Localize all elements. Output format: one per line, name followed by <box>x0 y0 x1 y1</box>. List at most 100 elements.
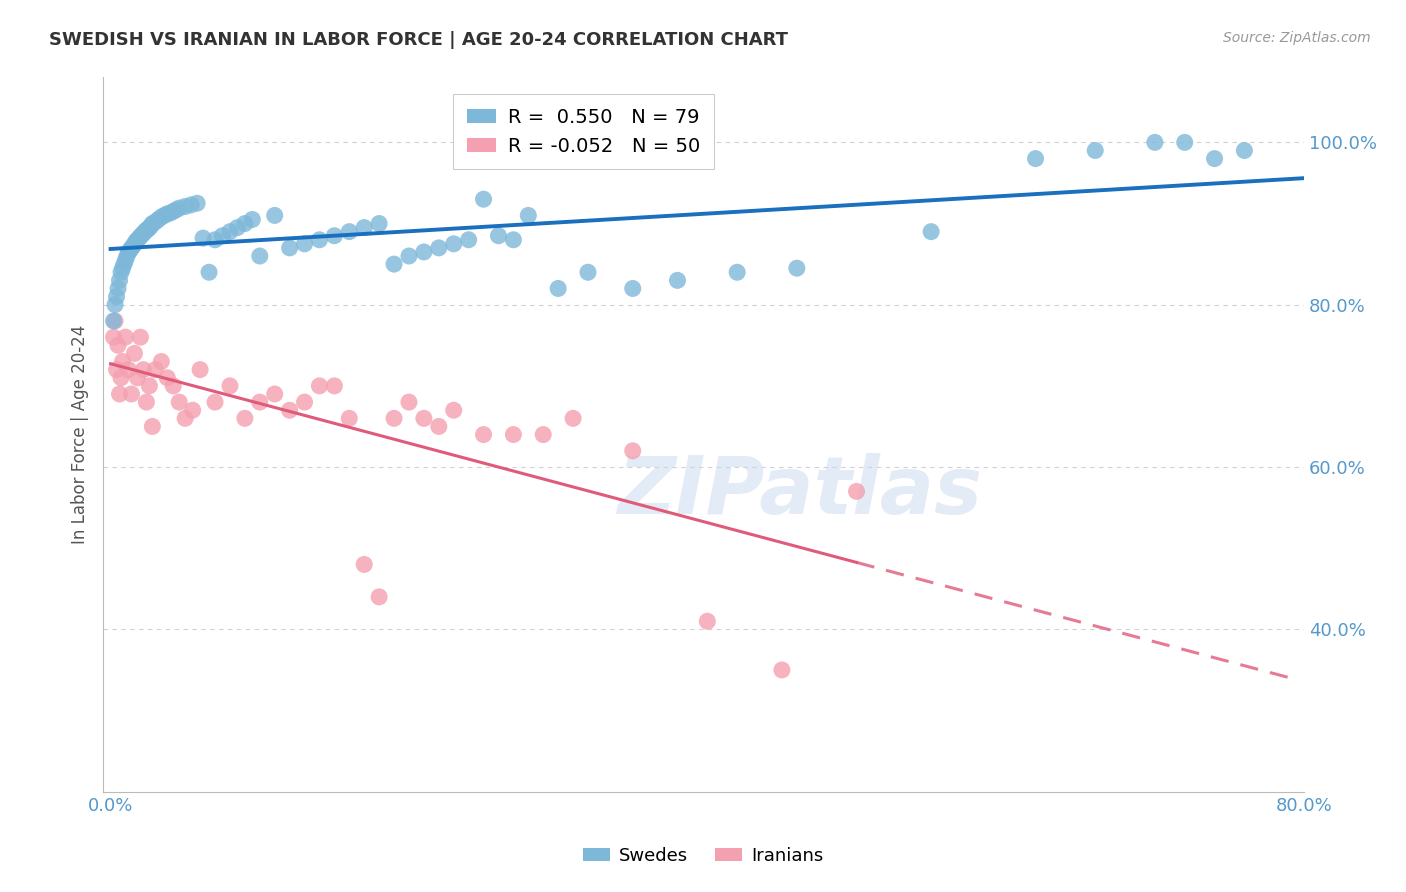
Point <box>443 403 465 417</box>
Point <box>129 229 152 244</box>
Point <box>114 330 136 344</box>
Point <box>353 220 375 235</box>
Point <box>117 362 139 376</box>
Point <box>148 212 170 227</box>
Point <box>103 314 125 328</box>
Point <box>457 233 479 247</box>
Point <box>294 236 316 251</box>
Point <box>696 614 718 628</box>
Point <box>1025 152 1047 166</box>
Point <box>186 196 208 211</box>
Point <box>191 231 214 245</box>
Text: Source: ZipAtlas.com: Source: ZipAtlas.com <box>1223 31 1371 45</box>
Point <box>308 379 330 393</box>
Point <box>135 395 157 409</box>
Point <box>278 403 301 417</box>
Point <box>488 228 510 243</box>
Point <box>427 419 450 434</box>
Point <box>666 273 689 287</box>
Point <box>323 228 346 243</box>
Point <box>226 220 249 235</box>
Y-axis label: In Labor Force | Age 20-24: In Labor Force | Age 20-24 <box>72 325 89 544</box>
Point <box>204 395 226 409</box>
Point <box>153 209 176 223</box>
Point <box>382 411 405 425</box>
Point <box>412 244 434 259</box>
Point <box>104 314 127 328</box>
Point <box>472 427 495 442</box>
Point <box>427 241 450 255</box>
Point <box>174 411 197 425</box>
Point <box>127 370 149 384</box>
Point <box>920 225 942 239</box>
Point <box>108 273 131 287</box>
Point <box>263 387 285 401</box>
Point <box>143 362 166 376</box>
Point <box>621 281 644 295</box>
Point <box>517 209 540 223</box>
Point <box>112 257 135 271</box>
Point <box>167 395 190 409</box>
Point <box>174 199 197 213</box>
Point <box>547 281 569 295</box>
Point <box>337 411 360 425</box>
Point <box>124 346 146 360</box>
Point <box>211 228 233 243</box>
Point <box>165 202 187 217</box>
Point <box>308 233 330 247</box>
Point <box>198 265 221 279</box>
Point <box>141 217 163 231</box>
Point <box>125 235 148 249</box>
Point <box>162 204 184 219</box>
Point <box>132 362 155 376</box>
Point <box>294 395 316 409</box>
Point <box>576 265 599 279</box>
Point <box>105 362 128 376</box>
Point <box>845 484 868 499</box>
Point <box>472 192 495 206</box>
Point <box>107 281 129 295</box>
Point <box>103 330 125 344</box>
Point <box>121 241 143 255</box>
Point <box>412 411 434 425</box>
Point <box>368 590 391 604</box>
Point <box>502 233 524 247</box>
Point <box>122 239 145 253</box>
Point <box>382 257 405 271</box>
Point <box>114 253 136 268</box>
Point <box>398 395 420 409</box>
Point <box>278 241 301 255</box>
Point <box>1233 144 1256 158</box>
Point <box>124 236 146 251</box>
Point <box>108 387 131 401</box>
Point <box>368 217 391 231</box>
Point <box>263 209 285 223</box>
Point <box>141 419 163 434</box>
Point <box>1174 136 1197 150</box>
Legend: R =  0.550   N = 79, R = -0.052   N = 50: R = 0.550 N = 79, R = -0.052 N = 50 <box>453 95 714 169</box>
Point <box>181 403 204 417</box>
Point <box>621 443 644 458</box>
Point <box>110 370 132 384</box>
Point <box>167 201 190 215</box>
Point <box>138 379 160 393</box>
Point <box>150 210 173 224</box>
Point <box>233 217 256 231</box>
Point <box>1204 152 1226 166</box>
Point <box>443 236 465 251</box>
Point <box>159 206 181 220</box>
Point <box>786 261 808 276</box>
Point <box>188 362 211 376</box>
Point <box>129 330 152 344</box>
Point <box>134 225 156 239</box>
Point <box>143 215 166 229</box>
Point <box>121 387 143 401</box>
Point <box>531 427 554 442</box>
Point <box>110 265 132 279</box>
Point <box>770 663 793 677</box>
Point <box>1143 136 1166 150</box>
Point <box>107 338 129 352</box>
Point <box>323 379 346 393</box>
Point <box>233 411 256 425</box>
Point <box>337 225 360 239</box>
